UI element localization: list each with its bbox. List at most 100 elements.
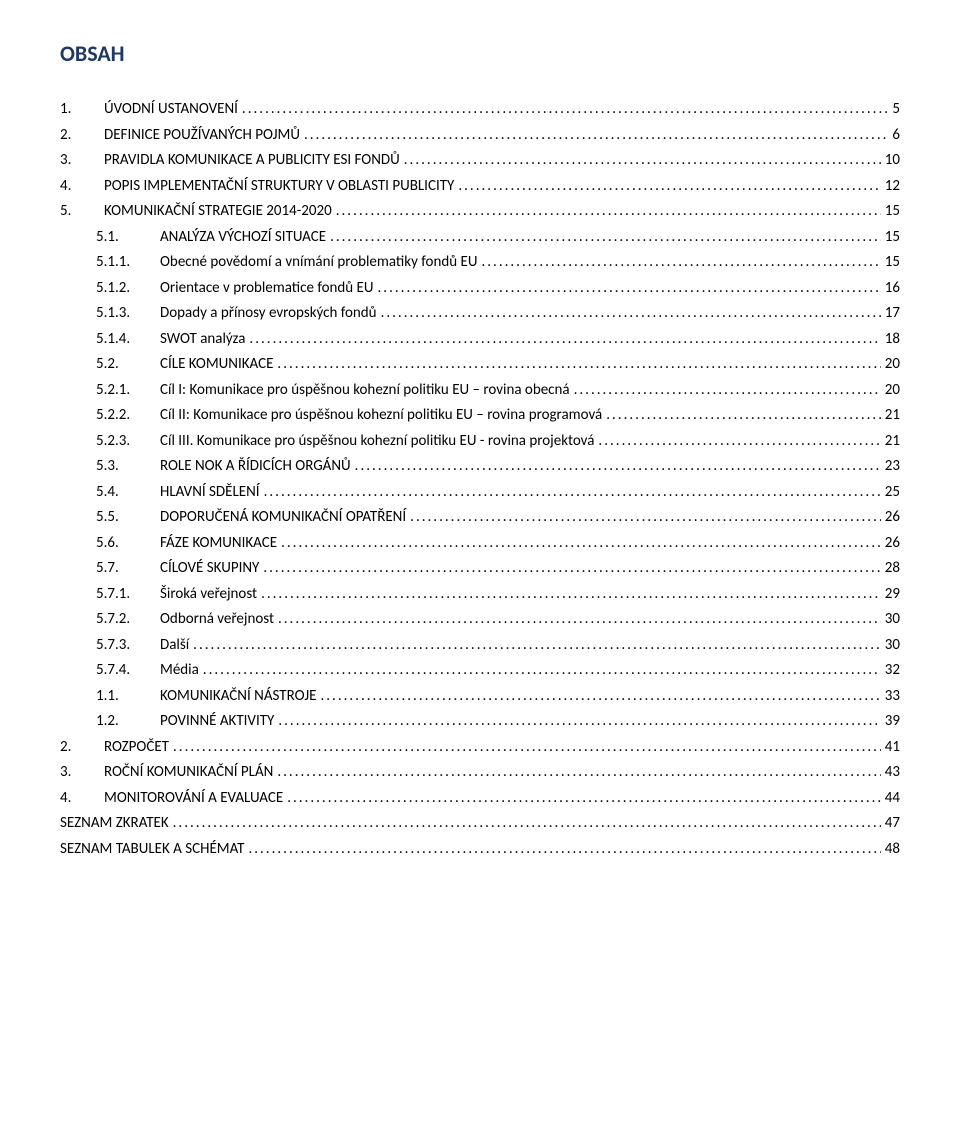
toc-entry-page: 23 <box>885 454 900 480</box>
toc-entry-number: 1. <box>60 97 82 123</box>
toc-entry-page: 10 <box>885 148 900 174</box>
toc-leader-dots <box>481 250 880 276</box>
toc-leader-dots <box>381 301 881 327</box>
toc-entry-page: 48 <box>885 837 900 863</box>
toc-leader-dots <box>355 454 881 480</box>
toc-leader-dots <box>378 276 881 302</box>
toc-entry-label: SEZNAM ZKRATEK <box>60 811 169 837</box>
toc-leader-dots <box>336 199 881 225</box>
toc-entry-page: 44 <box>885 786 900 812</box>
toc-entry-label: Orientace v problematice fondů EU <box>160 276 374 302</box>
toc-entry: 3. ROČNÍ KOMUNIKAČNÍ PLÁN 43 <box>60 760 900 786</box>
toc-entry-label: DOPORUČENÁ KOMUNIKAČNÍ OPATŘENÍ <box>160 505 406 531</box>
toc-entry-page: 30 <box>885 607 900 633</box>
toc-leader-dots <box>281 531 881 557</box>
toc-entry-page: 26 <box>885 531 900 557</box>
toc-entry: 5.4.HLAVNÍ SDĚLENÍ25 <box>60 480 900 506</box>
toc-entry-number: 1.1. <box>96 684 138 710</box>
toc-entry-label: FÁZE KOMUNIKACE <box>160 531 277 557</box>
toc-entry-label: Média <box>160 658 199 684</box>
toc-leader-dots <box>277 352 880 378</box>
toc-entry: 1.ÚVODNÍ USTANOVENÍ5 <box>60 97 900 123</box>
toc-entry: 5.1.4.SWOT analýza18 <box>60 327 900 353</box>
toc-entry-page: 20 <box>885 378 900 404</box>
toc-entry: 5.KOMUNIKAČNÍ STRATEGIE 2014-202015 <box>60 199 900 225</box>
toc-entry-number: 2. <box>60 735 82 761</box>
toc-entry: SEZNAM ZKRATEK 47 <box>60 811 900 837</box>
toc-entry-label: SEZNAM TABULEK A SCHÉMAT <box>60 837 244 863</box>
toc-entry-page: 25 <box>885 480 900 506</box>
toc-entry-label: KOMUNIKAČNÍ NÁSTROJE <box>160 684 316 710</box>
toc-entry-page: 32 <box>885 658 900 684</box>
toc-leader-dots <box>304 123 888 149</box>
toc-entry: 5.7.3.Další30 <box>60 633 900 659</box>
toc-entry-page: 30 <box>885 633 900 659</box>
toc-entry-label: CÍLE KOMUNIKACE <box>160 352 273 378</box>
toc-leader-dots <box>287 786 881 812</box>
toc-entry-page: 17 <box>885 301 900 327</box>
toc-entry-number: 5.2. <box>96 352 138 378</box>
toc-leader-dots <box>574 378 881 404</box>
toc-entry-page: 15 <box>885 225 900 251</box>
toc-entry-number: 5.2.3. <box>96 429 138 455</box>
toc-entry-label: ÚVODNÍ USTANOVENÍ <box>104 97 238 123</box>
toc-leader-dots <box>173 811 881 837</box>
toc-leader-dots <box>330 225 881 251</box>
toc-leader-dots <box>598 429 880 455</box>
toc-entry-label: Další <box>160 633 189 659</box>
toc-entry-page: 20 <box>885 352 900 378</box>
table-of-contents: 1.ÚVODNÍ USTANOVENÍ52.DEFINICE POUŽÍVANÝ… <box>60 97 900 862</box>
toc-entry: 5.1.ANALÝZA VÝCHOZÍ SITUACE15 <box>60 225 900 251</box>
toc-entry-label: ROČNÍ KOMUNIKAČNÍ PLÁN <box>104 760 273 786</box>
toc-entry-number: 5.1.3. <box>96 301 138 327</box>
toc-leader-dots <box>264 480 881 506</box>
toc-entry: SEZNAM TABULEK A SCHÉMAT 48 <box>60 837 900 863</box>
toc-entry-label: SWOT analýza <box>160 327 245 353</box>
toc-entry-number: 5.2.1. <box>96 378 138 404</box>
toc-entry-number: 3. <box>60 760 82 786</box>
toc-entry-page: 21 <box>885 403 900 429</box>
toc-entry: 5.2.3. Cíl III. Komunikace pro úspěšnou k… <box>60 429 900 455</box>
toc-entry-number: 5.7.2. <box>96 607 138 633</box>
toc-entry-label: Odborná veřejnost <box>160 607 274 633</box>
toc-entry-page: 12 <box>885 174 900 200</box>
toc-entry-page: 41 <box>885 735 900 761</box>
toc-leader-dots <box>410 505 881 531</box>
toc-entry: 1.1. KOMUNIKAČNÍ NÁSTROJE 33 <box>60 684 900 710</box>
toc-entry: 5.2.2. Cíl II: Komunikace pro úspěšnou ko… <box>60 403 900 429</box>
toc-entry-page: 47 <box>885 811 900 837</box>
toc-leader-dots <box>404 148 881 174</box>
toc-entry-page: 15 <box>885 199 900 225</box>
toc-entry-page: 15 <box>885 250 900 276</box>
toc-entry-number: 4. <box>60 786 82 812</box>
toc-entry-page: 33 <box>885 684 900 710</box>
toc-entry-number: 5. <box>60 199 82 225</box>
toc-entry-number: 5.4. <box>96 480 138 506</box>
toc-entry-label: DEFINICE POUŽÍVANÝCH POJMŮ <box>104 123 300 149</box>
toc-entry: 5.7.2. Odborná veřejnost 30 <box>60 607 900 633</box>
toc-entry: 2. DEFINICE POUŽÍVANÝCH POJMŮ 6 <box>60 123 900 149</box>
toc-entry-label: Obecné povědomí a vnímání problematiky f… <box>160 250 477 276</box>
toc-leader-dots <box>193 633 881 659</box>
toc-entry-page: 39 <box>885 709 900 735</box>
toc-entry-label: MONITOROVÁNÍ A EVALUACE <box>104 786 283 812</box>
toc-title: OBSAH <box>60 40 900 67</box>
toc-leader-dots <box>261 582 881 608</box>
toc-entry-label: Cíl III. Komunikace pro úspěšnou kohezní… <box>160 429 594 455</box>
toc-entry: 3.PRAVIDLA KOMUNIKACE A PUBLICITY ESI FO… <box>60 148 900 174</box>
toc-entry: 5.2.1.Cíl I: Komunikace pro úspěšnou koh… <box>60 378 900 404</box>
toc-entry-label: Cíl II: Komunikace pro úspěšnou kohezní … <box>160 403 602 429</box>
toc-entry-number: 2. <box>60 123 82 149</box>
toc-entry: 5.5.DOPORUČENÁ KOMUNIKAČNÍ OPATŘENÍ26 <box>60 505 900 531</box>
toc-entry-page: 43 <box>885 760 900 786</box>
toc-entry-number: 5.2.2. <box>96 403 138 429</box>
toc-entry: 5.7.CÍLOVÉ SKUPINY28 <box>60 556 900 582</box>
toc-entry: 5.3.ROLE NOK A ŘÍDICÍCH ORGÁNŮ23 <box>60 454 900 480</box>
toc-entry-number: 5.6. <box>96 531 138 557</box>
toc-entry-number: 5.7.4. <box>96 658 138 684</box>
toc-entry-number: 5.7. <box>96 556 138 582</box>
toc-entry-page: 6 <box>892 123 900 149</box>
toc-entry: 5.6. FÁZE KOMUNIKACE 26 <box>60 531 900 557</box>
toc-entry: 4. MONITOROVÁNÍ A EVALUACE 44 <box>60 786 900 812</box>
toc-entry-page: 26 <box>885 505 900 531</box>
